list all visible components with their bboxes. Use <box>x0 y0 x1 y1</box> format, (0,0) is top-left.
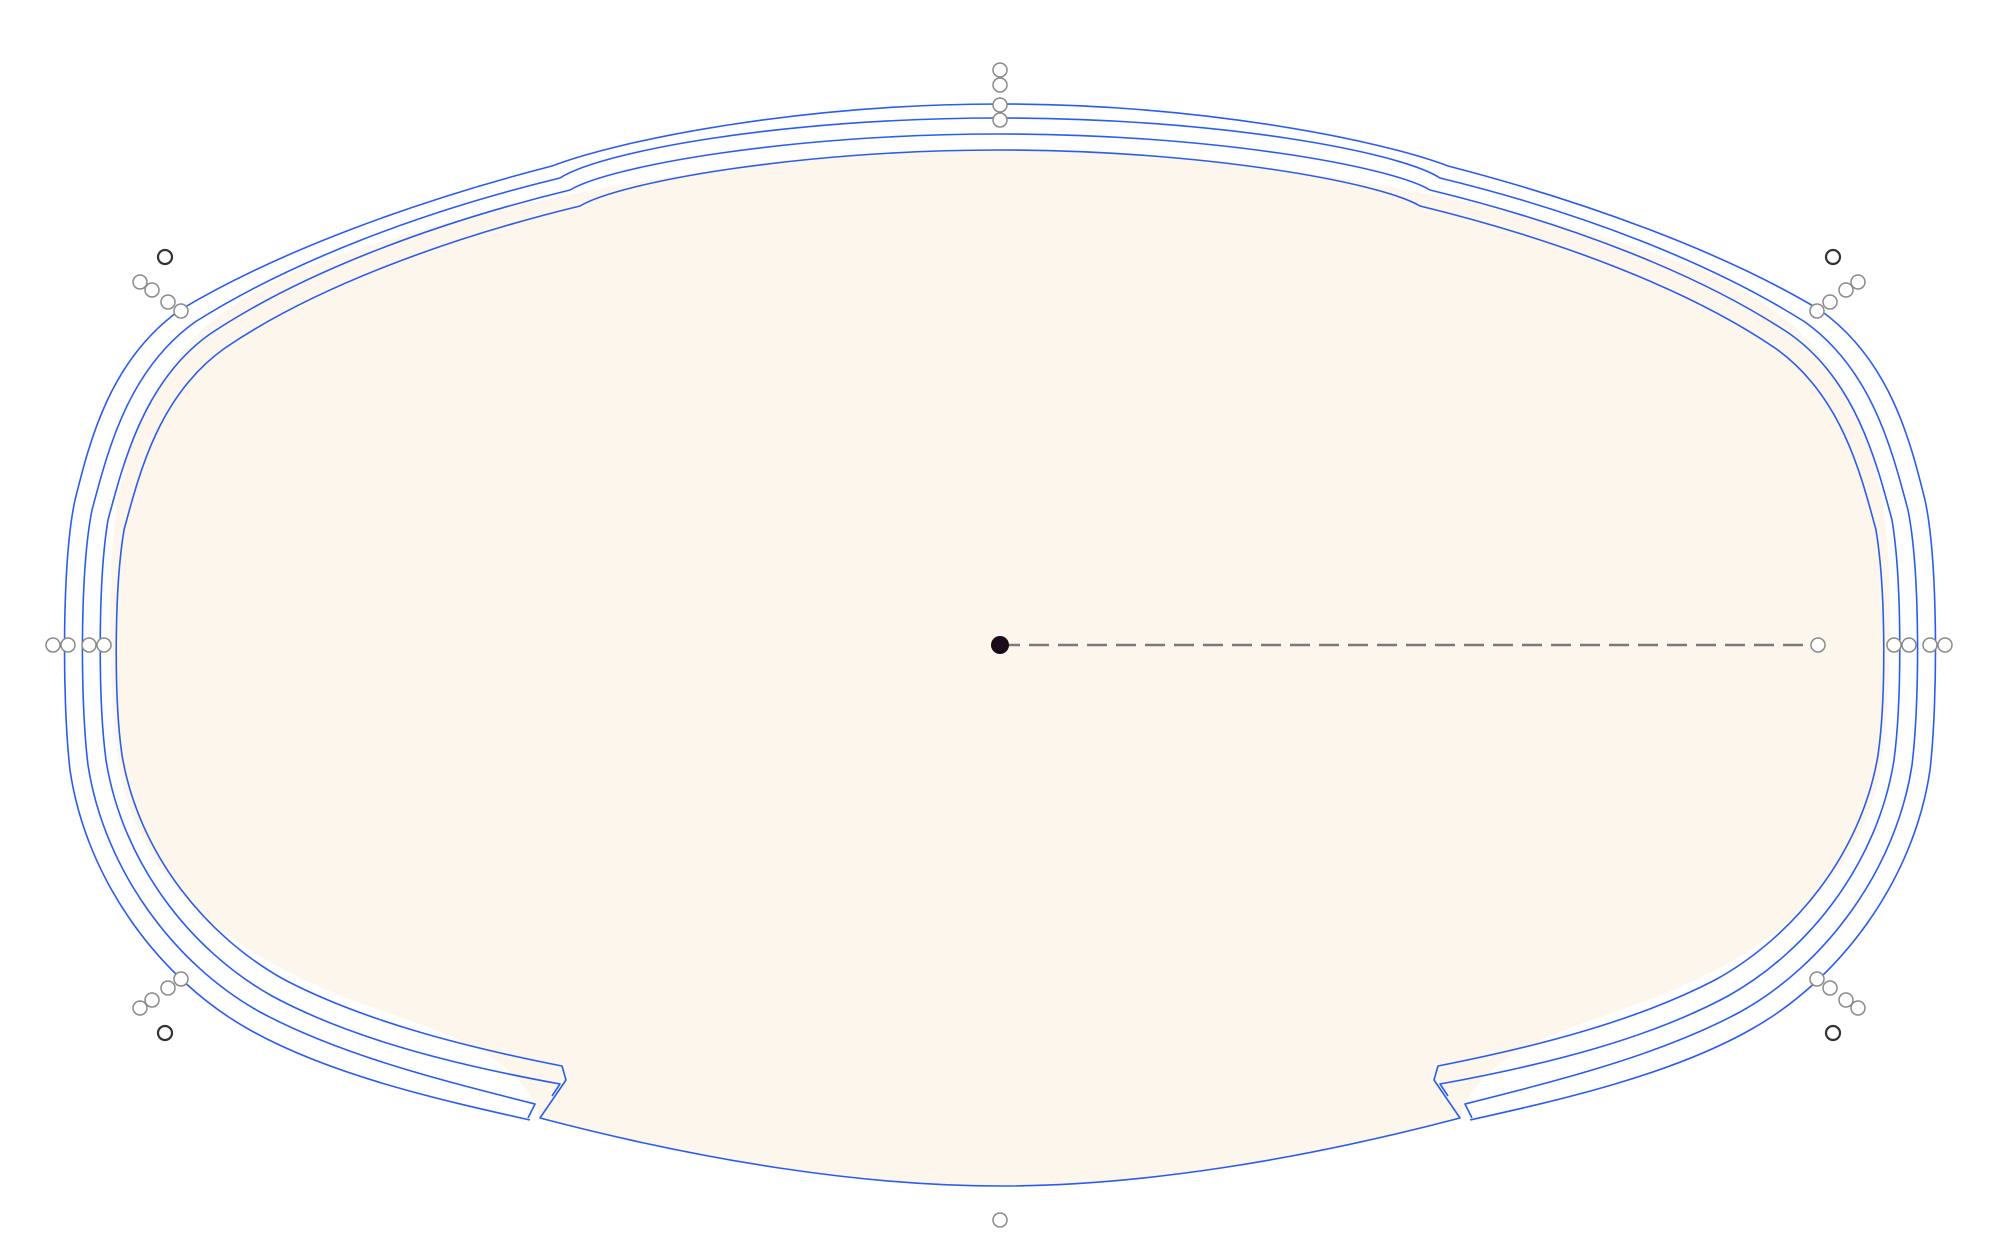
offset-outline-3-left[interactable] <box>99 133 1001 1097</box>
handle-top-3[interactable] <box>992 97 1008 113</box>
handle-left-3[interactable] <box>81 637 97 653</box>
handle-top-left-1[interactable] <box>132 274 148 290</box>
handle-top-4[interactable] <box>992 112 1008 128</box>
base-outline[interactable] <box>115 149 1885 1187</box>
offset-outline-outer[interactable] <box>63 103 1001 1121</box>
radius-handle[interactable] <box>1810 637 1826 653</box>
handle-bottom-left-3[interactable] <box>160 980 176 996</box>
handle-left-1[interactable] <box>45 637 61 653</box>
handle-top-1[interactable] <box>992 62 1008 78</box>
handle-top-left-3[interactable] <box>160 294 176 310</box>
handle-top-2[interactable] <box>992 77 1008 93</box>
handle-right-2[interactable] <box>1922 637 1938 653</box>
offset-outline-2-left[interactable] <box>81 117 1001 1119</box>
handle-bottom-right-4[interactable] <box>1809 971 1825 987</box>
corner-handle-3[interactable] <box>156 1024 174 1042</box>
handle-bottom-right-2[interactable] <box>1838 992 1854 1008</box>
offset-outline-outer-right[interactable] <box>999 103 1937 1121</box>
center-point[interactable] <box>991 636 1009 654</box>
offset-outline-3-right[interactable] <box>999 133 1901 1097</box>
handle-top-right-1[interactable] <box>1850 274 1866 290</box>
corner-handle-2[interactable] <box>1824 248 1842 266</box>
handle-top-right-3[interactable] <box>1822 294 1838 310</box>
handle-top-left-4[interactable] <box>173 303 189 319</box>
shape-fill <box>110 150 1890 1186</box>
control-handles <box>45 62 1953 1228</box>
handle-right-4[interactable] <box>1886 637 1902 653</box>
handle-bottom-left-1[interactable] <box>132 1000 148 1016</box>
handle-bottom-right-1[interactable] <box>1850 1000 1866 1016</box>
handle-bottom-right-3[interactable] <box>1822 980 1838 996</box>
handle-top-left-2[interactable] <box>144 282 160 298</box>
offset-outline-2-right[interactable] <box>999 117 1919 1119</box>
handle-right-3[interactable] <box>1901 637 1917 653</box>
handle-left-4[interactable] <box>96 637 112 653</box>
handle-bottom-left-2[interactable] <box>144 992 160 1008</box>
handle-top-right-2[interactable] <box>1838 282 1854 298</box>
handle-bottom-left-4[interactable] <box>173 971 189 987</box>
handle-bottom-1[interactable] <box>992 1212 1008 1228</box>
corner-handle-1[interactable] <box>156 248 174 266</box>
handle-right-1[interactable] <box>1937 637 1953 653</box>
corner-handle-4[interactable] <box>1824 1024 1842 1042</box>
handle-top-right-4[interactable] <box>1809 303 1825 319</box>
handle-left-2[interactable] <box>60 637 76 653</box>
